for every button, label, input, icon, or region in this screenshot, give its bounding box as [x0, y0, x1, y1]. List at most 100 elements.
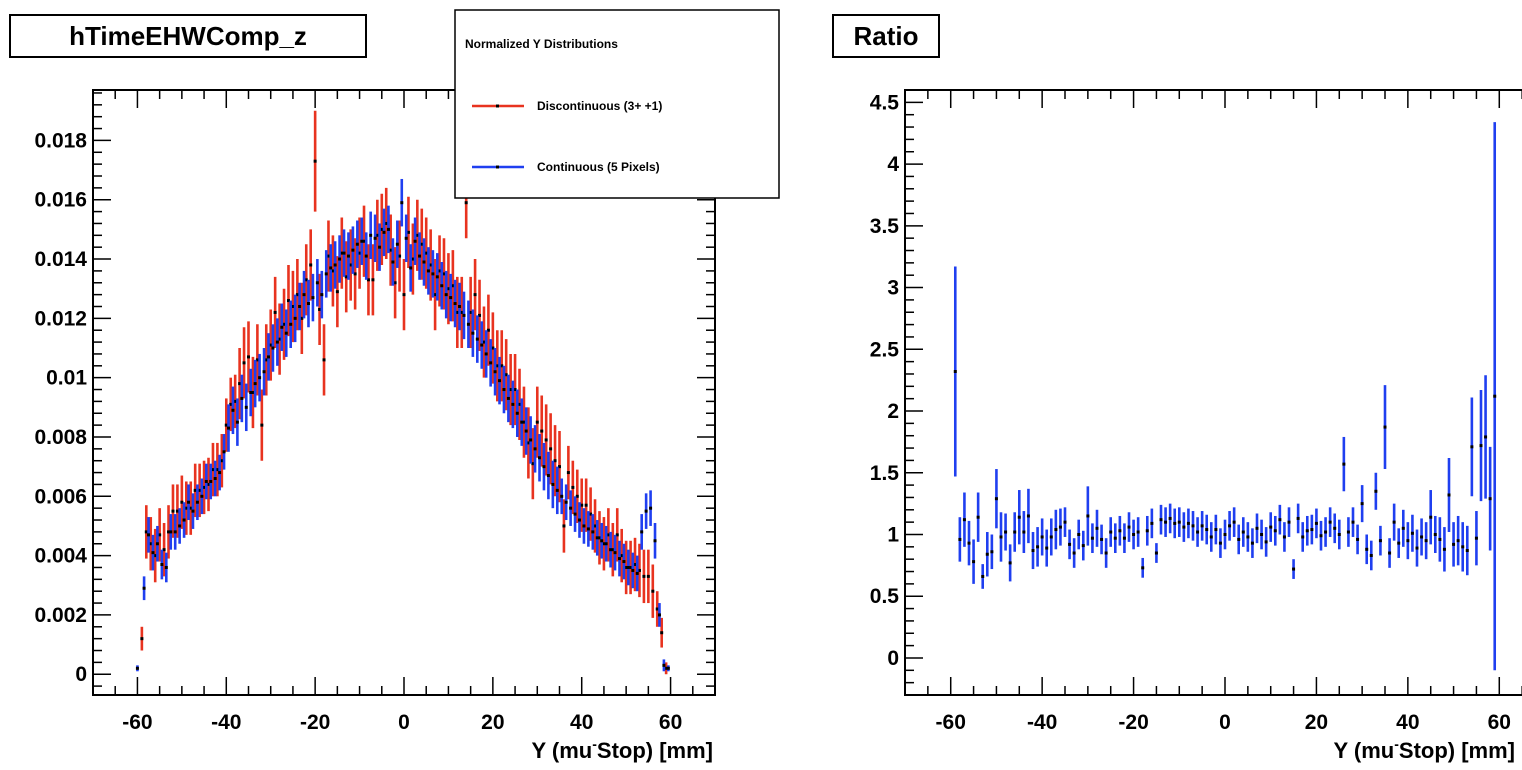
- right-y-tick-labels: 0 0.5 1 1.5 2 2.5 3 3.5 4 4.5: [870, 91, 900, 670]
- data-point: [1488, 497, 1492, 501]
- data-point: [1456, 539, 1460, 543]
- data-point: [1081, 544, 1085, 548]
- data-point: [247, 355, 250, 359]
- y-tick-label: 1.5: [870, 462, 900, 485]
- data-point: [213, 477, 217, 481]
- data-point: [360, 239, 364, 243]
- data-point: [1191, 524, 1195, 528]
- data-point: [631, 568, 635, 572]
- data-point: [1086, 514, 1090, 518]
- data-point: [582, 524, 586, 528]
- y-tick-label: 0.002: [34, 604, 87, 627]
- data-point: [255, 358, 259, 362]
- data-point: [382, 230, 386, 234]
- data-point: [380, 227, 384, 231]
- data-point: [1392, 520, 1396, 524]
- data-point: [269, 343, 273, 347]
- data-point: [324, 272, 328, 276]
- data-point: [1401, 526, 1405, 530]
- data-point: [575, 494, 579, 498]
- data-point: [173, 530, 177, 534]
- data-point: [1068, 542, 1072, 546]
- data-point: [460, 310, 464, 314]
- data-point: [153, 554, 157, 558]
- data-point: [455, 310, 459, 314]
- data-point: [171, 509, 175, 513]
- data-point: [1077, 532, 1081, 536]
- data-point: [1063, 520, 1067, 524]
- data-point: [369, 233, 373, 237]
- data-point: [184, 506, 188, 510]
- data-point: [1058, 525, 1062, 529]
- data-point: [378, 245, 382, 249]
- data-point: [1406, 539, 1410, 543]
- data-point: [1141, 566, 1145, 570]
- data-point: [657, 613, 661, 617]
- ratio-series: [953, 122, 1497, 671]
- data-point: [231, 408, 235, 412]
- data-point: [480, 343, 484, 347]
- data-point: [329, 266, 333, 270]
- data-point: [489, 361, 493, 365]
- x-tick-label: 60: [659, 711, 682, 734]
- data-point: [318, 307, 322, 311]
- data-point: [389, 248, 393, 252]
- data-point: [651, 589, 655, 593]
- data-point: [393, 281, 397, 285]
- data-point: [253, 382, 257, 386]
- data-point: [1100, 537, 1104, 541]
- data-point: [600, 539, 604, 543]
- data-point: [500, 364, 504, 368]
- data-point: [1090, 536, 1094, 540]
- data-point: [571, 485, 575, 489]
- data-point: [340, 251, 344, 255]
- data-point: [524, 429, 528, 433]
- y-tick-label: 0.006: [34, 485, 87, 508]
- data-point: [1484, 435, 1488, 439]
- data-point: [293, 316, 297, 320]
- data-point: [1026, 514, 1030, 518]
- data-point: [262, 370, 266, 374]
- data-point: [442, 272, 446, 276]
- y-tick-label: 2.5: [870, 338, 900, 361]
- data-point: [400, 201, 404, 205]
- left-x-axis-label: Y (mu-Stop) [mm]: [532, 736, 713, 763]
- data-point: [538, 456, 542, 460]
- data-point: [633, 563, 637, 567]
- y-tick-label: 3: [887, 277, 899, 300]
- data-point: [564, 500, 568, 504]
- left-axis-ticks: [92, 90, 716, 695]
- data-point: [1228, 524, 1232, 528]
- left-title-box: [9, 14, 367, 58]
- data-point: [395, 242, 399, 246]
- data-point: [1415, 546, 1419, 550]
- y-tick-label: 0.008: [34, 426, 87, 449]
- data-point: [1109, 530, 1113, 534]
- legend-marker-continuous: [496, 165, 499, 169]
- data-point: [291, 304, 295, 308]
- data-point: [1154, 551, 1158, 555]
- data-point: [1136, 530, 1140, 534]
- data-point: [218, 471, 222, 475]
- data-point: [235, 420, 239, 424]
- data-point: [502, 388, 506, 392]
- data-point: [180, 500, 184, 504]
- data-point: [211, 468, 215, 472]
- data-point: [1049, 535, 1053, 539]
- data-point: [1301, 535, 1305, 539]
- data-point: [1328, 520, 1332, 524]
- data-point: [1118, 529, 1122, 533]
- x-tick-label: 0: [398, 711, 410, 734]
- data-point: [1452, 542, 1456, 546]
- data-point: [284, 331, 288, 335]
- data-point: [462, 313, 466, 317]
- data-point: [617, 557, 621, 561]
- data-point: [642, 574, 646, 578]
- data-point: [602, 542, 606, 546]
- data-point: [1447, 493, 1451, 497]
- data-point: [637, 568, 641, 572]
- data-point: [1177, 520, 1181, 524]
- data-point: [664, 666, 668, 670]
- right-x-tick-labels: -60 -40 -20 0 20 40 60: [936, 711, 1511, 734]
- data-point: [531, 462, 535, 466]
